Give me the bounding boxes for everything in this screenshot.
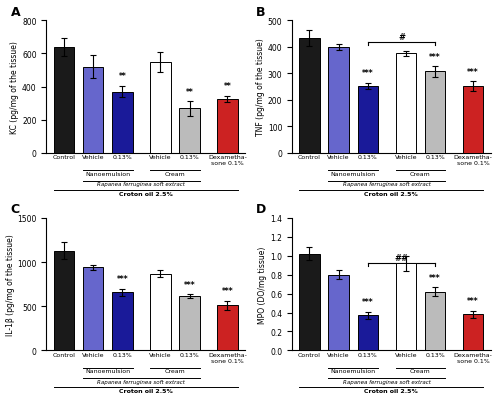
Bar: [358, 316, 378, 350]
Bar: [396, 55, 416, 154]
Text: ***: ***: [467, 297, 479, 306]
Text: D: D: [256, 203, 266, 216]
Text: C: C: [10, 203, 20, 216]
Text: ***: ***: [362, 69, 374, 78]
Text: ***: ***: [116, 275, 128, 284]
Text: Cream: Cream: [164, 171, 186, 176]
Text: Rapanea ferruginea soft extract: Rapanea ferruginea soft extract: [343, 379, 431, 384]
Text: Nanoemulsion: Nanoemulsion: [330, 368, 376, 373]
Text: Nanoemulsion: Nanoemulsion: [330, 171, 376, 176]
Y-axis label: MPO (DO/mg tissue): MPO (DO/mg tissue): [258, 246, 268, 323]
Bar: [83, 67, 103, 154]
Bar: [150, 63, 171, 154]
Bar: [54, 48, 74, 154]
Text: Nanoemulsion: Nanoemulsion: [85, 171, 130, 176]
Text: Rapanea ferruginea soft extract: Rapanea ferruginea soft extract: [98, 182, 186, 187]
Text: **: **: [224, 82, 232, 91]
Text: Croton oil 2.5%: Croton oil 2.5%: [364, 191, 418, 196]
Bar: [463, 315, 483, 350]
Bar: [425, 72, 446, 154]
Y-axis label: KC (pg/mg of the tissue): KC (pg/mg of the tissue): [10, 41, 20, 134]
Text: Cream: Cream: [410, 368, 431, 373]
Bar: [218, 306, 238, 350]
Text: Cream: Cream: [410, 171, 431, 176]
Bar: [54, 251, 74, 350]
Bar: [150, 274, 171, 350]
Bar: [328, 275, 349, 350]
Text: Nanoemulsion: Nanoemulsion: [85, 368, 130, 373]
Text: ***: ***: [430, 273, 441, 282]
Text: B: B: [256, 6, 266, 19]
Bar: [328, 48, 349, 154]
Bar: [112, 92, 132, 154]
Bar: [300, 38, 320, 154]
Bar: [396, 263, 416, 350]
Text: A: A: [10, 6, 20, 19]
Text: Croton oil 2.5%: Croton oil 2.5%: [119, 191, 172, 196]
Text: **: **: [118, 72, 126, 81]
Y-axis label: IL-1β (pg/mg of the tissue): IL-1β (pg/mg of the tissue): [6, 234, 15, 335]
Text: #: #: [398, 33, 405, 42]
Bar: [425, 292, 446, 350]
Text: ***: ***: [184, 280, 196, 289]
Text: Rapanea ferruginea soft extract: Rapanea ferruginea soft extract: [343, 182, 431, 187]
Text: ***: ***: [222, 287, 234, 296]
Bar: [180, 296, 200, 350]
Text: ***: ***: [467, 67, 479, 77]
Bar: [112, 292, 132, 350]
Text: **: **: [186, 87, 194, 97]
Bar: [83, 268, 103, 350]
Bar: [463, 87, 483, 154]
Text: ***: ***: [362, 298, 374, 306]
Bar: [218, 100, 238, 154]
Bar: [358, 87, 378, 154]
Text: Cream: Cream: [164, 368, 186, 373]
Text: ***: ***: [430, 53, 441, 61]
Bar: [300, 254, 320, 350]
Text: Croton oil 2.5%: Croton oil 2.5%: [119, 388, 172, 393]
Y-axis label: TNF (pg/mg of the tissue): TNF (pg/mg of the tissue): [256, 38, 265, 136]
Text: Rapanea ferruginea soft extract: Rapanea ferruginea soft extract: [98, 379, 186, 384]
Bar: [180, 109, 200, 154]
Text: ##: ##: [394, 253, 408, 262]
Text: Croton oil 2.5%: Croton oil 2.5%: [364, 388, 418, 393]
